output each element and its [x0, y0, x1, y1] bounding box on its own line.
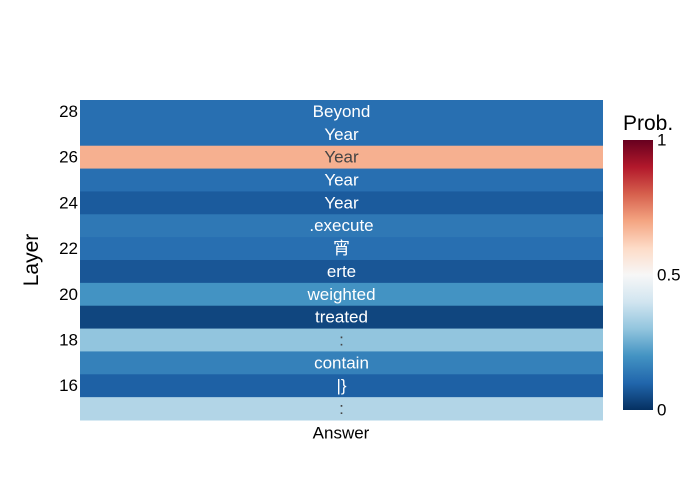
heatmap-cell-layer-15 [80, 397, 603, 421]
y-tick-label-26: 26 [59, 148, 78, 167]
heatmap-cell-layer-17 [80, 351, 603, 375]
heatmap-cell-layer-24 [80, 191, 603, 215]
heatmap-cell-label-layer-25: Year [324, 171, 359, 190]
heatmap-cell-layer-20 [80, 282, 603, 307]
heatmap-cell-label-layer-20: weighted [306, 285, 375, 304]
heatmap-cell-layer-26 [80, 145, 603, 170]
heatmap-cell-layer-28 [80, 100, 603, 124]
colorbar: Prob. 00.51 [623, 112, 681, 420]
heatmap-cell-layer-23 [80, 214, 603, 238]
heatmap-cell-label-layer-16: |} [336, 376, 346, 395]
y-axis-ticks: 28 26 24 22 20 18 16 [59, 102, 78, 395]
y-tick-label-18: 18 [59, 331, 78, 350]
y-tick-label-20: 20 [59, 285, 78, 304]
heatmap-cell-layer-19 [80, 305, 603, 330]
y-tick-label-22: 22 [59, 239, 78, 258]
heatmap-cells [80, 100, 603, 421]
heatmap-cell-label-layer-17: contain [314, 353, 369, 372]
heatmap-cell-label-layer-19: treated [315, 308, 368, 327]
colorbar-title: Prob. [623, 112, 673, 135]
heatmap-cell-label-layer-15: : [339, 399, 344, 418]
colorbar-tick-0.5: 0.5 [657, 266, 681, 285]
heatmap-cell-label-layer-21: erte [327, 262, 356, 281]
y-tick-label-28: 28 [59, 102, 78, 121]
heatmap-cell-layer-25 [80, 168, 603, 192]
colorbar-ticks: 00.51 [657, 131, 681, 420]
heatmap-cell-label-layer-23: .execute [309, 216, 373, 235]
heatmap-cell-label-layer-28: Beyond [313, 102, 371, 121]
heatmap-cell-layer-16 [80, 374, 603, 398]
heatmap-cell-layer-22 [80, 237, 603, 261]
heatmap-cell-label-layer-18: : [339, 331, 344, 350]
x-tick-label: Answer [313, 424, 370, 443]
heatmap-cell-label-layer-24: Year [324, 193, 359, 212]
colorbar-tick-0: 0 [657, 401, 666, 420]
heatmap-cell-layer-18 [80, 328, 603, 352]
y-tick-label-24: 24 [59, 193, 78, 212]
heatmap-cell-labels: Beyond Year Year Year Year .execute 宵 erte weigh… [306, 102, 375, 418]
heatmap-cell-layer-27 [80, 122, 603, 147]
heatmap-cell-layer-21 [80, 260, 603, 284]
colorbar-gradient [623, 140, 653, 410]
y-axis-title: Layer [20, 234, 43, 287]
heatmap-cell-label-layer-26: Year [324, 148, 359, 167]
y-tick-label-16: 16 [59, 376, 78, 395]
colorbar-tick-1: 1 [657, 131, 666, 150]
heatmap-cell-label-layer-27: Year [324, 125, 359, 144]
heatmap-cell-label-layer-22: 宵 [333, 239, 350, 258]
